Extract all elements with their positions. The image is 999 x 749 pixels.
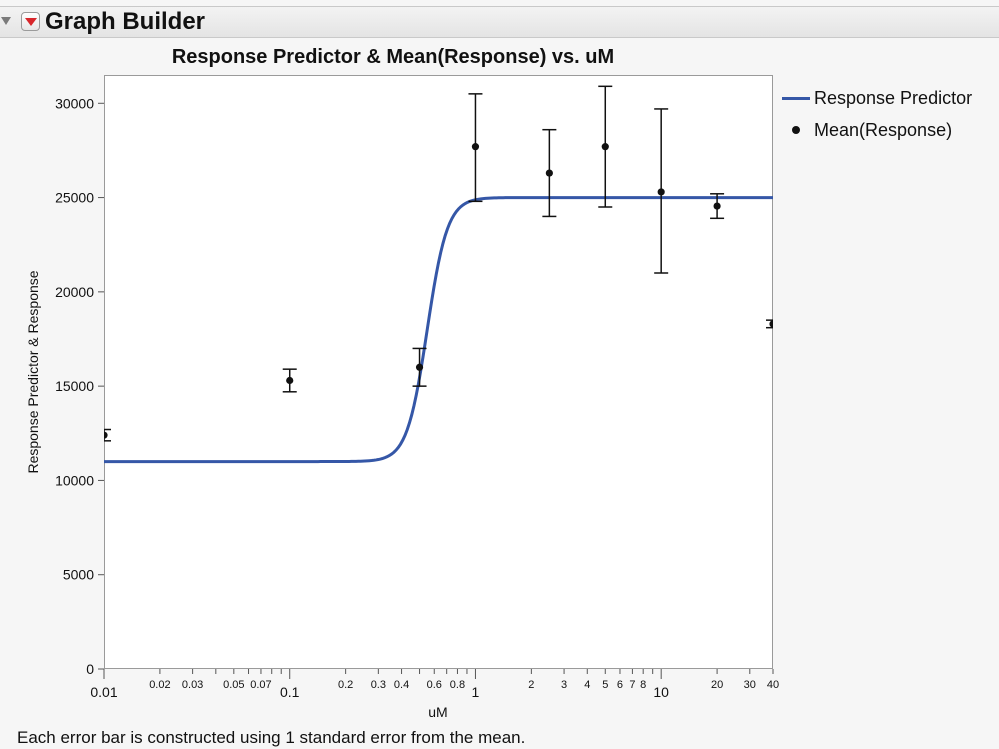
x-minor-tick-label: 2 xyxy=(528,679,534,691)
x-minor-tick-label: 0.6 xyxy=(427,679,442,691)
x-minor-tick-label: 4 xyxy=(584,679,590,691)
legend-item-mean-response[interactable]: Mean(Response) xyxy=(782,114,997,146)
disclosure-triangle-icon[interactable] xyxy=(1,17,11,25)
red-triangle-menu-icon[interactable] xyxy=(21,12,40,31)
y-tick-label: 15000 xyxy=(55,378,94,394)
mean-response-point xyxy=(601,143,609,151)
mean-response-points[interactable] xyxy=(97,85,780,442)
x-minor-tick-label: 5 xyxy=(602,679,608,691)
x-minor-tick-label: 0.07 xyxy=(250,679,271,691)
y-tick-label: 5000 xyxy=(63,567,94,583)
mean-response-point xyxy=(769,320,773,328)
y-tick-label: 10000 xyxy=(55,472,94,488)
x-minor-tick-label: 0.2 xyxy=(338,679,353,691)
mean-response-point-group xyxy=(468,93,483,203)
mean-response-point-group xyxy=(598,85,613,208)
x-minor-tick-label: 0.02 xyxy=(149,679,170,691)
y-tick-label: 0 xyxy=(86,661,94,677)
mean-response-point-group xyxy=(104,428,111,442)
legend-dot-swatch xyxy=(782,126,810,134)
mean-response-point-group xyxy=(766,319,773,329)
x-minor-tick-label: 0.3 xyxy=(371,679,386,691)
x-minor-tick-label: 0.8 xyxy=(450,679,465,691)
mean-response-point xyxy=(471,143,480,151)
mean-response-point xyxy=(713,202,721,210)
legend-label: Mean(Response) xyxy=(814,119,953,140)
x-axis[interactable]: 0.01 0.1 1 10 0.02 0.03 0.05 0.07 0.2 0.3 0.4 0.6 0.… xyxy=(90,669,779,700)
x-major-tick-label: 10 xyxy=(653,684,669,700)
x-axis-label: uM xyxy=(428,704,447,720)
x-minor-tick-label: 30 xyxy=(744,679,756,691)
y-axis-label: Response Predictor & Response xyxy=(25,270,41,473)
graph-builder-header: Graph Builder xyxy=(0,6,999,38)
y-tick-label: 30000 xyxy=(55,95,94,111)
mean-response-point-group xyxy=(654,108,669,274)
x-minor-tick-label: 6 xyxy=(617,679,623,691)
y-tick-label: 25000 xyxy=(55,190,94,206)
y-axis[interactable]: 0 5000 10000 15000 20000 25000 30000 xyxy=(55,95,104,677)
legend-label: Response Predictor xyxy=(814,87,973,108)
mean-response-point xyxy=(415,363,424,371)
mean-response-point xyxy=(545,169,553,177)
error-bar-footnote: Each error bar is constructed using 1 st… xyxy=(17,728,526,747)
chart-marks xyxy=(97,85,780,464)
x-minor-tick-label: 20 xyxy=(711,679,723,691)
mean-response-point xyxy=(286,376,294,385)
x-minor-tick-label: 0.05 xyxy=(223,679,244,691)
legend-line-swatch xyxy=(782,96,810,100)
x-minor-tick-label: 3 xyxy=(561,679,567,691)
x-minor-tick-label: 0.03 xyxy=(182,679,203,691)
x-minor-tick-label: 7 xyxy=(629,679,635,691)
x-major-tick-label: 1 xyxy=(472,684,480,700)
mean-response-point-group xyxy=(710,193,725,220)
mean-response-point-group xyxy=(282,368,297,393)
response-predictor-line xyxy=(104,196,773,464)
x-minor-tick-label: 0.4 xyxy=(394,679,409,691)
legend[interactable]: Response Predictor Mean(Response) xyxy=(782,82,997,146)
mean-response-point xyxy=(104,431,108,439)
x-minor-tick-label: 8 xyxy=(640,679,646,691)
mean-response-point-group xyxy=(412,347,427,387)
x-major-tick-label: 0.01 xyxy=(90,684,117,700)
legend-item-response-predictor[interactable]: Response Predictor xyxy=(782,82,997,114)
y-tick-label: 20000 xyxy=(55,284,94,300)
mean-response-point-group xyxy=(542,128,557,218)
x-major-tick-label: 0.1 xyxy=(280,684,300,700)
graph-builder-title: Graph Builder xyxy=(45,8,206,35)
x-minor-tick-label: 40 xyxy=(767,679,779,691)
mean-response-point xyxy=(657,188,665,196)
chart-title: Response Predictor & Mean(Response) vs. … xyxy=(171,46,615,68)
